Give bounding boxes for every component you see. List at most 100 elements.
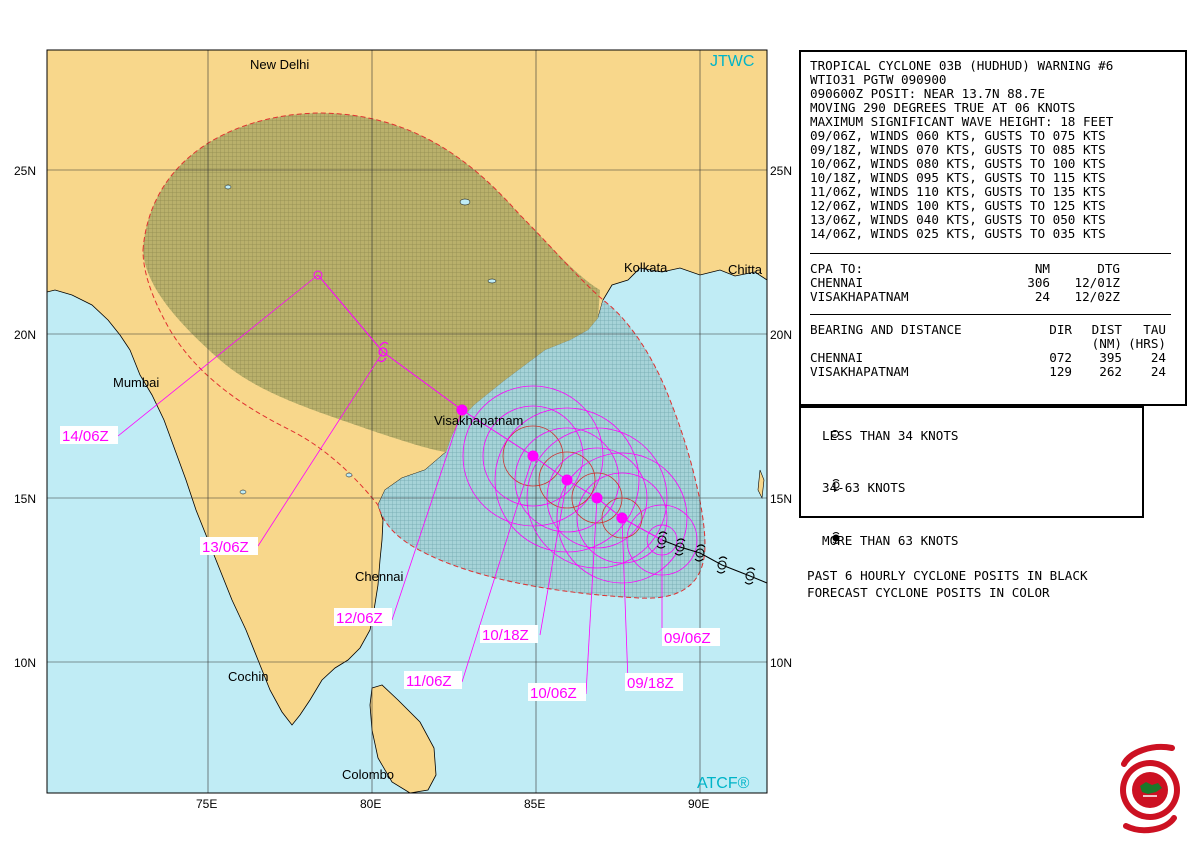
lat-label: 20N — [770, 328, 792, 342]
cpa-dtg-header: DTG — [1097, 261, 1120, 276]
bearing-tau-header: TAU — [1143, 322, 1166, 337]
inland-water — [224, 184, 497, 495]
forecast-label: 09/18Z — [627, 675, 674, 692]
legend-note-text: PAST 6 HOURLY CYCLONE POSITS IN BLACK — [807, 568, 1088, 583]
city-label: Chitta — [728, 262, 763, 277]
forecast-label: 09/06Z — [664, 630, 711, 647]
warning-line: 11/06Z, WINDS 110 KTS, GUSTS TO 135 KTS — [810, 184, 1106, 199]
warning-lines: TROPICAL CYCLONE 03B (HUDHUD) WARNING #6… — [810, 59, 1185, 241]
past-position — [674, 538, 686, 556]
legend-note-text: FORECAST CYCLONE POSITS IN COLOR — [807, 585, 1050, 600]
lon-label: 75E — [196, 797, 217, 811]
label-leaders — [117, 274, 663, 695]
forecast-label: 12/06Z — [336, 610, 383, 627]
city-label: Cochin — [228, 669, 268, 684]
jtwc-logo — [1120, 744, 1180, 834]
bearing-place: VISAKHAPATNAM — [810, 364, 909, 379]
legend-text: LESS THAN 34 KNOTS — [822, 428, 959, 443]
cpa-place: VISAKHAPATNAM — [810, 289, 909, 304]
danger-swath-sea — [378, 300, 705, 599]
cpa-dtg: 12/01Z — [1074, 275, 1121, 290]
warning-line: 090600Z POSIT: NEAR 13.7N 88.7E — [810, 86, 1046, 101]
bearing-dir-header: DIR — [1049, 322, 1072, 337]
past-positions — [656, 531, 756, 585]
legend-note: FORECAST CYCLONE POSITS IN COLOR — [807, 584, 1142, 601]
bearing-place: CHENNAI — [810, 350, 864, 365]
bearing-dist: 395 — [1099, 350, 1122, 365]
bearing-dist-unit: (NM) — [1091, 336, 1122, 351]
lat-label: 25N — [770, 164, 792, 178]
warning-line: 10/18Z, WINDS 095 KTS, GUSTS TO 115 KTS — [810, 170, 1106, 185]
map-frame — [46, 49, 768, 794]
bearing-row: CHENNAI 072 395 24 — [810, 351, 1185, 365]
cpa-dtg: 12/02Z — [1074, 289, 1121, 304]
cpa-section: CPA TO: NM DTG CHENNAI 306 12/01Z VISAKH… — [810, 262, 1185, 304]
warning-line: 09/18Z, WINDS 070 KTS, GUSTS TO 085 KTS — [810, 142, 1106, 157]
lon-label: 90E — [688, 797, 709, 811]
danger-swath-land — [143, 113, 600, 452]
lat-label: 20N — [14, 328, 36, 342]
forecast-time-labels: 14/06Z 13/06Z 12/06Z 11/06Z 10/18Z 10/06… — [60, 426, 720, 702]
bearing-tau: 24 — [1150, 364, 1166, 379]
open-circle-icon — [807, 410, 839, 461]
cpa-header: CPA TO: NM DTG — [810, 262, 1185, 276]
past-position — [716, 556, 728, 574]
lon-label: 80E — [360, 797, 381, 811]
lat-label: 25N — [14, 164, 36, 178]
warning-line: WTIO31 PGTW 090900 — [810, 72, 947, 87]
warning-line: MOVING 290 DEGREES TRUE AT 06 KNOTS — [810, 100, 1076, 115]
forecast-label: 10/18Z — [482, 627, 529, 644]
city-label: Colombo — [342, 767, 394, 782]
lat-label: 15N — [770, 492, 792, 506]
lat-label: 10N — [14, 656, 36, 670]
bearing-section: BEARING AND DISTANCE DIR DIST TAU (NM) (… — [810, 323, 1185, 379]
city-label: Chennai — [355, 569, 404, 584]
past-position — [694, 544, 706, 562]
cpa-nm: 24 — [1034, 289, 1050, 304]
forecast-label: 14/06Z — [62, 428, 109, 445]
legend-item: 34-63 KNOTS — [807, 461, 1142, 514]
city-label: New Delhi — [250, 57, 309, 72]
bearing-dir: 129 — [1049, 364, 1072, 379]
cpa-nm: 306 — [1027, 275, 1050, 290]
current-position — [656, 531, 668, 549]
cpa-nm-header: NM — [1034, 261, 1050, 276]
bearing-header: BEARING AND DISTANCE DIR DIST TAU — [810, 323, 1185, 337]
position-14-06z — [313, 270, 323, 280]
position-13-06z — [377, 341, 389, 363]
cpa-title: CPA TO: — [810, 261, 864, 276]
bearing-subheader: (NM) (HRS) — [810, 337, 1185, 351]
forecast-positions — [313, 270, 628, 524]
filled-cyclone-icon — [807, 514, 840, 567]
cpa-place: CHENNAI — [810, 275, 864, 290]
bearing-tau-unit: (HRS) — [1128, 336, 1166, 351]
position-09-18z — [616, 512, 628, 524]
city-label: Mumbai — [113, 375, 159, 390]
warning-line: MAXIMUM SIGNIFICANT WAVE HEIGHT: 18 FEET — [810, 114, 1114, 129]
wind-radii — [462, 385, 698, 584]
city-label: Kolkata — [624, 260, 668, 275]
bearing-dist-header: DIST — [1091, 322, 1122, 337]
position-11-06z — [527, 450, 539, 462]
legend-text: MORE THAN 63 KNOTS — [822, 533, 959, 548]
bearing-dir: 072 — [1049, 350, 1072, 365]
open-cyclone-icon — [807, 461, 840, 514]
warning-line: 09/06Z, WINDS 060 KTS, GUSTS TO 075 KTS — [810, 128, 1106, 143]
graticule — [47, 50, 767, 793]
lon-label: 85E — [524, 797, 545, 811]
bearing-tau: 24 — [1150, 350, 1166, 365]
forecast-label: 10/06Z — [530, 685, 577, 702]
bearing-row: VISAKHAPATNAM 129 262 24 — [810, 365, 1185, 379]
position-10-18z — [561, 474, 573, 486]
warning-line: 13/06Z, WINDS 040 KTS, GUSTS TO 050 KTS — [810, 212, 1106, 227]
warning-line: 10/06Z, WINDS 080 KTS, GUSTS TO 100 KTS — [810, 156, 1106, 171]
lat-label: 10N — [770, 656, 792, 670]
past-track — [661, 539, 768, 584]
cpa-row: CHENNAI 306 12/01Z — [810, 276, 1185, 290]
bearing-dist: 262 — [1099, 364, 1122, 379]
warning-line: 14/06Z, WINDS 025 KTS, GUSTS TO 035 KTS — [810, 226, 1106, 241]
bearing-title: BEARING AND DISTANCE — [810, 322, 962, 337]
city-label: Visakhapatnam — [434, 413, 523, 428]
legend-panel: LESS THAN 34 KNOTS 34-63 KNOTS MORE THAN… — [799, 406, 1144, 600]
